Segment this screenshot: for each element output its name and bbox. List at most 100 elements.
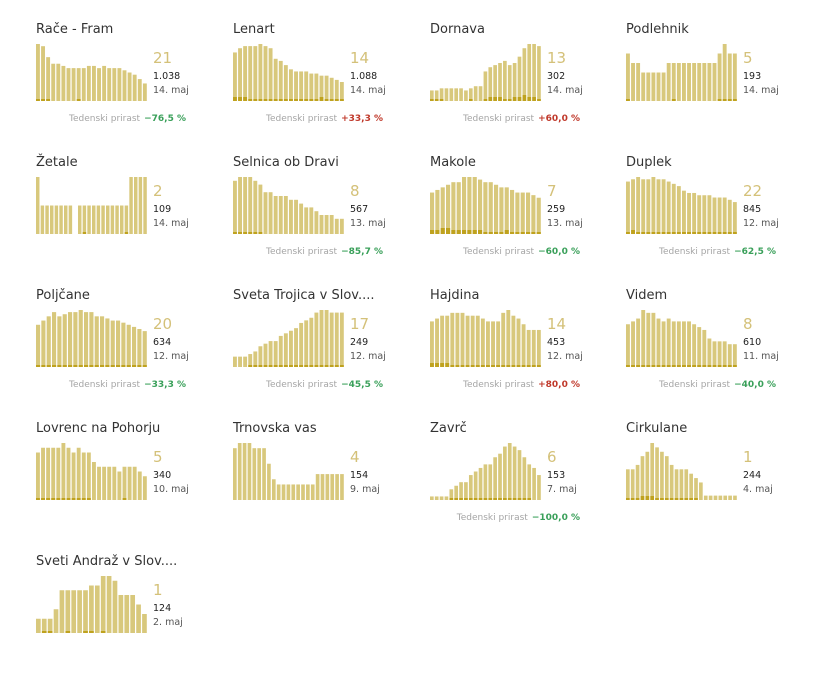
bar-highlight	[464, 498, 468, 500]
bar	[631, 63, 635, 101]
bar-highlight	[253, 99, 258, 101]
bar	[325, 474, 330, 500]
municipality-card: Rače - Fram 21 1.038 14. maj Tedenski priras…	[36, 22, 226, 142]
bar	[636, 177, 641, 234]
bar-highlight	[636, 365, 641, 367]
bar	[702, 63, 707, 101]
bar	[36, 618, 41, 633]
card-title: Zavrč	[430, 421, 467, 436]
bar	[676, 63, 681, 101]
weekly-growth: Tedenski prirast −60,0 %	[463, 247, 580, 257]
bar	[440, 187, 445, 234]
bar	[674, 469, 679, 500]
bar-highlight	[268, 99, 273, 101]
bar-highlight	[329, 99, 334, 101]
bar	[468, 475, 473, 500]
bar	[684, 469, 689, 500]
bar	[728, 495, 732, 500]
last-date: 14. maj	[547, 85, 583, 96]
bar-highlight	[309, 99, 314, 101]
bar	[94, 585, 100, 633]
bar	[41, 447, 45, 500]
bar-highlight	[473, 498, 478, 500]
bar-highlight	[682, 232, 686, 234]
bar	[89, 585, 94, 633]
bar	[526, 329, 531, 367]
bar-highlight	[243, 97, 248, 101]
bar	[276, 484, 281, 500]
bar-highlight	[531, 232, 536, 234]
bar	[61, 443, 66, 500]
bar-highlight	[124, 232, 129, 234]
bar	[475, 315, 480, 367]
bar-highlight	[434, 99, 439, 101]
bar	[727, 53, 732, 101]
bar	[107, 466, 112, 500]
bar	[289, 69, 293, 101]
card-title: Cirkulane	[626, 421, 688, 436]
bar-highlight	[65, 631, 71, 633]
bar	[315, 474, 320, 500]
bar-highlight	[62, 365, 67, 367]
last-date: 13. maj	[350, 218, 386, 229]
last-date: 12. maj	[547, 351, 583, 362]
bar	[100, 576, 106, 633]
bar	[289, 199, 293, 234]
bar	[278, 196, 283, 234]
bar-highlight	[283, 99, 288, 101]
bar	[233, 180, 237, 234]
bar-highlight	[511, 365, 516, 367]
bar	[106, 576, 112, 633]
bar	[702, 195, 707, 234]
bar-highlight	[506, 365, 511, 367]
bar	[722, 341, 727, 367]
bar	[121, 322, 126, 367]
bar	[478, 467, 483, 500]
last-date: 9. maj	[350, 484, 380, 495]
bar	[248, 46, 253, 101]
bar-chart	[430, 177, 541, 234]
bar-chart	[233, 177, 344, 234]
bar	[473, 86, 478, 101]
bar	[483, 464, 488, 501]
bar	[81, 68, 86, 101]
bar	[450, 312, 455, 367]
bar-highlight	[263, 365, 268, 367]
bar-highlight	[56, 498, 61, 500]
bar	[73, 312, 78, 367]
bar	[646, 179, 651, 234]
bar	[296, 484, 300, 500]
bar	[459, 482, 463, 500]
bar	[676, 186, 681, 234]
bar	[283, 65, 288, 101]
bar-highlight	[501, 365, 506, 367]
bar	[268, 48, 273, 101]
bar	[702, 329, 707, 367]
bar-highlight	[233, 232, 237, 234]
case-count: 21	[153, 49, 173, 67]
bar	[330, 474, 335, 500]
bar-highlight	[491, 365, 495, 367]
bar-highlight	[717, 99, 722, 101]
bar	[712, 197, 717, 234]
card-title: Trnovska vas	[233, 421, 317, 436]
bar-highlight	[46, 99, 51, 101]
total-cases: 193	[743, 71, 762, 82]
bar-highlight	[674, 498, 679, 500]
bar	[299, 203, 304, 234]
bar	[243, 46, 248, 101]
municipality-card: Dornava 13 302 14. maj Tedenski prirast +60,0…	[430, 22, 620, 142]
bar-highlight	[73, 365, 78, 367]
bar	[334, 312, 339, 367]
bar	[273, 58, 278, 101]
bar	[68, 312, 73, 367]
bar-highlight	[515, 232, 520, 234]
bar	[132, 326, 137, 367]
bar	[41, 618, 47, 633]
bar	[636, 318, 641, 367]
bar	[243, 177, 248, 234]
bar-highlight	[692, 232, 697, 234]
bar	[283, 196, 288, 234]
bar	[100, 316, 105, 367]
bar	[723, 495, 728, 500]
